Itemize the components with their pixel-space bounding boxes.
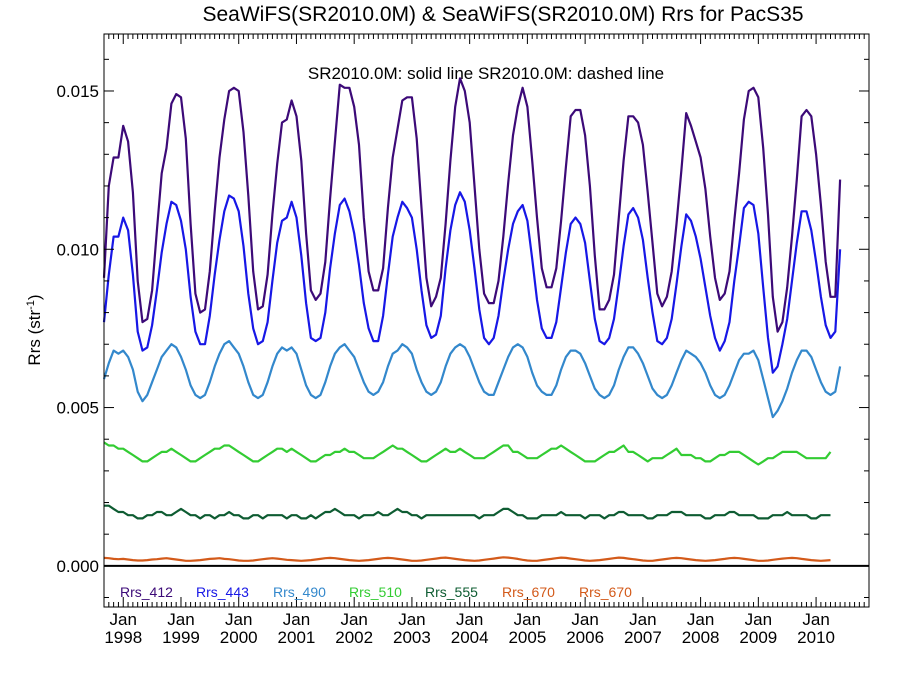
legend-item-rrs-490-2: Rrs_490 xyxy=(273,584,326,600)
x-tick-label-year: 1999 xyxy=(162,628,200,647)
series-line-rrs-510-3 xyxy=(103,441,832,466)
axes-layer: 0.0000.0050.0100.015Jan1998Jan1999Jan200… xyxy=(56,33,870,647)
y-tick-label: 0.005 xyxy=(56,399,99,418)
x-tick-label-month: Jan xyxy=(802,610,829,629)
x-tick-label-year: 2005 xyxy=(508,628,546,647)
x-tick-label-month: Jan xyxy=(745,610,772,629)
series-line-rrs-412-0 xyxy=(102,77,842,333)
x-tick-label-year: 2000 xyxy=(220,628,258,647)
x-tick-label-month: Jan xyxy=(283,610,310,629)
x-tick-label-month: Jan xyxy=(167,610,194,629)
x-tick-label-month: Jan xyxy=(398,610,425,629)
x-tick-label-year: 2010 xyxy=(797,628,835,647)
series-line-rrs-670-5 xyxy=(103,556,831,562)
legend-item-rrs-555-4: Rrs_555 xyxy=(425,584,478,600)
legend-item-rrs-412-0: Rrs_412 xyxy=(120,584,173,600)
x-tick-label-year: 2008 xyxy=(682,628,720,647)
y-axis-label: Rrs (str-1) xyxy=(25,294,44,365)
y-axis-label-text: Rrs (str xyxy=(25,310,44,366)
series-line-rrs-443-1 xyxy=(102,191,842,374)
x-tick-label-year: 2007 xyxy=(624,628,662,647)
x-tick-label-month: Jan xyxy=(571,610,598,629)
series-layer xyxy=(102,77,842,562)
y-tick-label: 0.000 xyxy=(56,557,99,576)
plot-frame xyxy=(103,33,870,608)
x-tick-label-month: Jan xyxy=(340,610,367,629)
x-tick-label-year: 2004 xyxy=(451,628,489,647)
x-tick-label-year: 2001 xyxy=(278,628,316,647)
x-tick-label-year: 2002 xyxy=(335,628,373,647)
x-tick-label-month: Jan xyxy=(110,610,137,629)
x-tick-label-year: 1998 xyxy=(104,628,142,647)
x-tick-label-year: 2003 xyxy=(393,628,431,647)
x-tick-label-month: Jan xyxy=(629,610,656,629)
x-tick-label-month: Jan xyxy=(225,610,252,629)
chart-annotation: SR2010.0M: solid line SR2010.0M: dashed … xyxy=(308,64,664,83)
chart-title: SeaWiFS(SR2010.0M) & SeaWiFS(SR2010.0M) … xyxy=(202,3,803,26)
y-tick-label: 0.010 xyxy=(56,240,99,259)
series-line-rrs-555-4 xyxy=(104,504,831,520)
legend-item-rrs-443-1: Rrs_443 xyxy=(196,584,249,600)
legend-item-rrs-670-6: Rrs_670 xyxy=(579,584,632,600)
svg-text:Rrs (str-1): Rrs (str-1) xyxy=(25,294,44,365)
series-line-rrs-490-2 xyxy=(102,340,842,419)
x-tick-label-month: Jan xyxy=(514,610,541,629)
x-tick-label-year: 2009 xyxy=(739,628,777,647)
x-tick-label-year: 2006 xyxy=(566,628,604,647)
legend-item-rrs-510-3: Rrs_510 xyxy=(349,584,402,600)
legend: Rrs_412 Rrs_443 Rrs_490 Rrs_510 Rrs_555 Rrs_6… xyxy=(120,584,632,600)
legend-item-rrs-670-5: Rrs_670 xyxy=(502,584,555,600)
y-tick-label: 0.015 xyxy=(56,82,99,101)
y-axis-label-suffix: ) xyxy=(25,294,44,300)
x-tick-label-month: Jan xyxy=(456,610,483,629)
y-axis-label-superscript: -1 xyxy=(25,300,37,310)
x-tick-label-month: Jan xyxy=(687,610,714,629)
